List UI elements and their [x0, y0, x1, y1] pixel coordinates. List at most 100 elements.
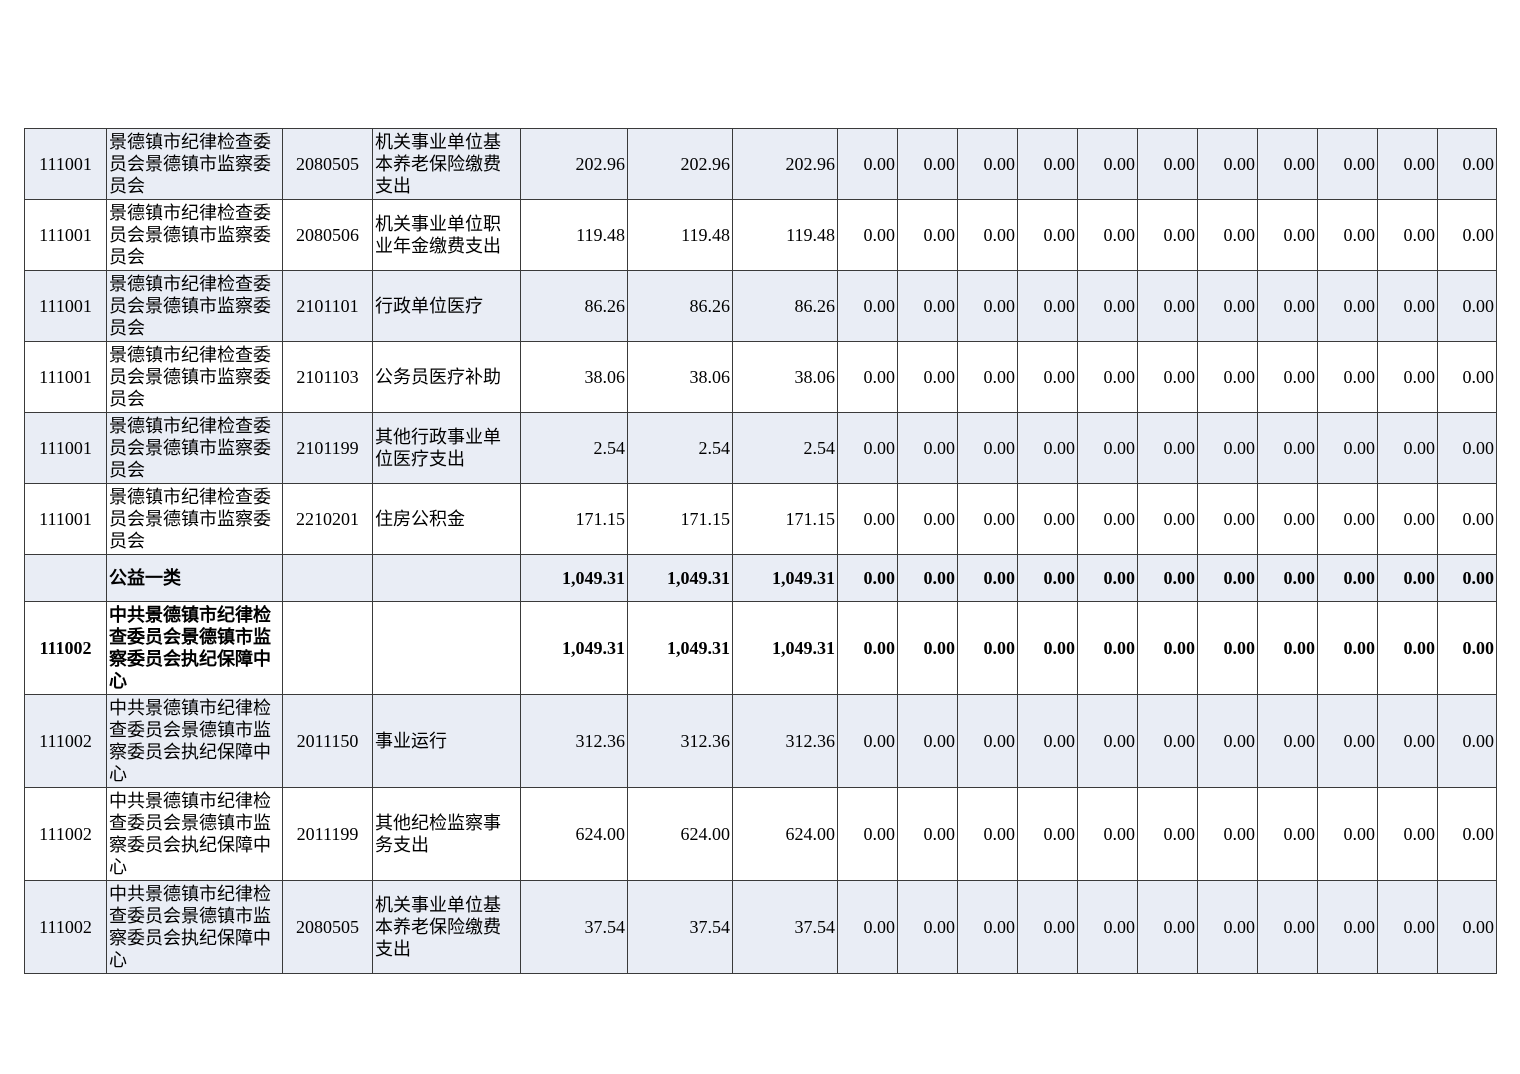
zero-amount-cell: 0.00 [897, 341, 958, 413]
zero-amount-cell: 0.00 [1377, 483, 1438, 555]
zero-amount-cell: 0.00 [1257, 412, 1318, 484]
agency-code-cell: 111001 [24, 270, 107, 342]
zero-amount-cell: 0.00 [1377, 270, 1438, 342]
zero-amount-cell: 0.00 [1257, 880, 1318, 974]
zero-amount-cell: 0.00 [1257, 341, 1318, 413]
amount-cell: 2.54 [732, 412, 838, 484]
amount-cell: 624.00 [732, 787, 838, 881]
zero-amount-cell: 0.00 [1377, 787, 1438, 881]
zero-amount-cell: 0.00 [957, 787, 1018, 881]
zero-amount-cell: 0.00 [1377, 694, 1438, 788]
zero-amount-cell: 0.00 [1077, 694, 1138, 788]
agency-name-cell: 景德镇市纪律检查委员会景德镇市监察委员会 [106, 270, 283, 342]
zero-amount-cell: 0.00 [1317, 128, 1378, 200]
zero-amount-cell: 0.00 [1317, 483, 1378, 555]
agency-code-cell: 111001 [24, 483, 107, 555]
zero-amount-cell: 0.00 [1017, 554, 1078, 602]
zero-amount-cell: 0.00 [1137, 694, 1198, 788]
agency-code-cell: 111002 [24, 880, 107, 974]
zero-amount-cell: 0.00 [1377, 880, 1438, 974]
zero-amount-cell: 0.00 [1077, 270, 1138, 342]
zero-amount-cell: 0.00 [1317, 601, 1378, 695]
amount-cell: 202.96 [732, 128, 838, 200]
budget-item-code-cell: 2080506 [282, 199, 373, 271]
agency-code-cell [24, 554, 107, 602]
budget-item-name-cell [372, 601, 521, 695]
zero-amount-cell: 0.00 [1317, 554, 1378, 602]
zero-amount-cell: 0.00 [897, 128, 958, 200]
agency-name-cell: 景德镇市纪律检查委员会景德镇市监察委员会 [106, 483, 283, 555]
budget-item-code-cell [282, 601, 373, 695]
zero-amount-cell: 0.00 [1437, 694, 1497, 788]
zero-amount-cell: 0.00 [1197, 128, 1258, 200]
amount-cell: 119.48 [520, 199, 628, 271]
zero-amount-cell: 0.00 [1437, 341, 1497, 413]
agency-code-cell: 111001 [24, 128, 107, 200]
table-row: 111002 中共景德镇市纪律检查委员会景德镇市监察委员会执纪保障中心 1,049.… [24, 601, 1497, 695]
table-row: 111002 中共景德镇市纪律检查委员会景德镇市监察委员会执纪保障中心 201115… [24, 694, 1497, 788]
zero-amount-cell: 0.00 [1017, 341, 1078, 413]
zero-amount-cell: 0.00 [1077, 787, 1138, 881]
zero-amount-cell: 0.00 [1437, 412, 1497, 484]
zero-amount-cell: 0.00 [1077, 554, 1138, 602]
agency-code-cell: 111001 [24, 412, 107, 484]
amount-cell: 312.36 [520, 694, 628, 788]
zero-amount-cell: 0.00 [1317, 880, 1378, 974]
amount-cell: 1,049.31 [520, 601, 628, 695]
amount-cell: 1,049.31 [732, 601, 838, 695]
zero-amount-cell: 0.00 [957, 270, 1018, 342]
budget-item-code-cell: 2080505 [282, 880, 373, 974]
zero-amount-cell: 0.00 [837, 880, 898, 974]
amount-cell: 312.36 [627, 694, 733, 788]
amount-cell: 37.54 [627, 880, 733, 974]
amount-cell: 37.54 [520, 880, 628, 974]
agency-name-cell: 景德镇市纪律检查委员会景德镇市监察委员会 [106, 341, 283, 413]
zero-amount-cell: 0.00 [1257, 128, 1318, 200]
zero-amount-cell: 0.00 [837, 412, 898, 484]
amount-cell: 86.26 [520, 270, 628, 342]
budget-item-name-cell: 其他纪检监察事务支出 [372, 787, 521, 881]
budget-item-code-cell: 2080505 [282, 128, 373, 200]
zero-amount-cell: 0.00 [1137, 199, 1198, 271]
zero-amount-cell: 0.00 [897, 270, 958, 342]
zero-amount-cell: 0.00 [1077, 601, 1138, 695]
zero-amount-cell: 0.00 [1197, 694, 1258, 788]
amount-cell: 119.48 [627, 199, 733, 271]
zero-amount-cell: 0.00 [1197, 412, 1258, 484]
amount-cell: 1,049.31 [520, 554, 628, 602]
zero-amount-cell: 0.00 [1077, 128, 1138, 200]
amount-cell: 38.06 [627, 341, 733, 413]
zero-amount-cell: 0.00 [1317, 787, 1378, 881]
amount-cell: 1,049.31 [627, 554, 733, 602]
zero-amount-cell: 0.00 [837, 128, 898, 200]
zero-amount-cell: 0.00 [1257, 199, 1318, 271]
agency-code-cell: 111002 [24, 694, 107, 788]
zero-amount-cell: 0.00 [1257, 554, 1318, 602]
zero-amount-cell: 0.00 [1017, 694, 1078, 788]
zero-amount-cell: 0.00 [897, 554, 958, 602]
zero-amount-cell: 0.00 [1017, 128, 1078, 200]
agency-name-cell: 中共景德镇市纪律检查委员会景德镇市监察委员会执纪保障中心 [106, 880, 283, 974]
zero-amount-cell: 0.00 [837, 694, 898, 788]
zero-amount-cell: 0.00 [1317, 341, 1378, 413]
budget-item-name-cell [372, 554, 521, 602]
amount-cell: 171.15 [627, 483, 733, 555]
agency-name-cell: 景德镇市纪律检查委员会景德镇市监察委员会 [106, 412, 283, 484]
zero-amount-cell: 0.00 [1437, 787, 1497, 881]
zero-amount-cell: 0.00 [1377, 128, 1438, 200]
amount-cell: 312.36 [732, 694, 838, 788]
amount-cell: 37.54 [732, 880, 838, 974]
zero-amount-cell: 0.00 [1257, 270, 1318, 342]
amount-cell: 202.96 [520, 128, 628, 200]
zero-amount-cell: 0.00 [1437, 199, 1497, 271]
budget-item-code-cell: 2011199 [282, 787, 373, 881]
zero-amount-cell: 0.00 [1137, 880, 1198, 974]
amount-cell: 624.00 [520, 787, 628, 881]
table-row: 111001 景德镇市纪律检查委员会景德镇市监察委员会 2080506 机关事业单位职… [24, 199, 1497, 271]
table-row: 111001 景德镇市纪律检查委员会景德镇市监察委员会 2210201 住房公积金 17… [24, 483, 1497, 555]
zero-amount-cell: 0.00 [837, 199, 898, 271]
zero-amount-cell: 0.00 [1077, 483, 1138, 555]
zero-amount-cell: 0.00 [1017, 270, 1078, 342]
zero-amount-cell: 0.00 [1377, 341, 1438, 413]
budget-item-code-cell: 2101103 [282, 341, 373, 413]
